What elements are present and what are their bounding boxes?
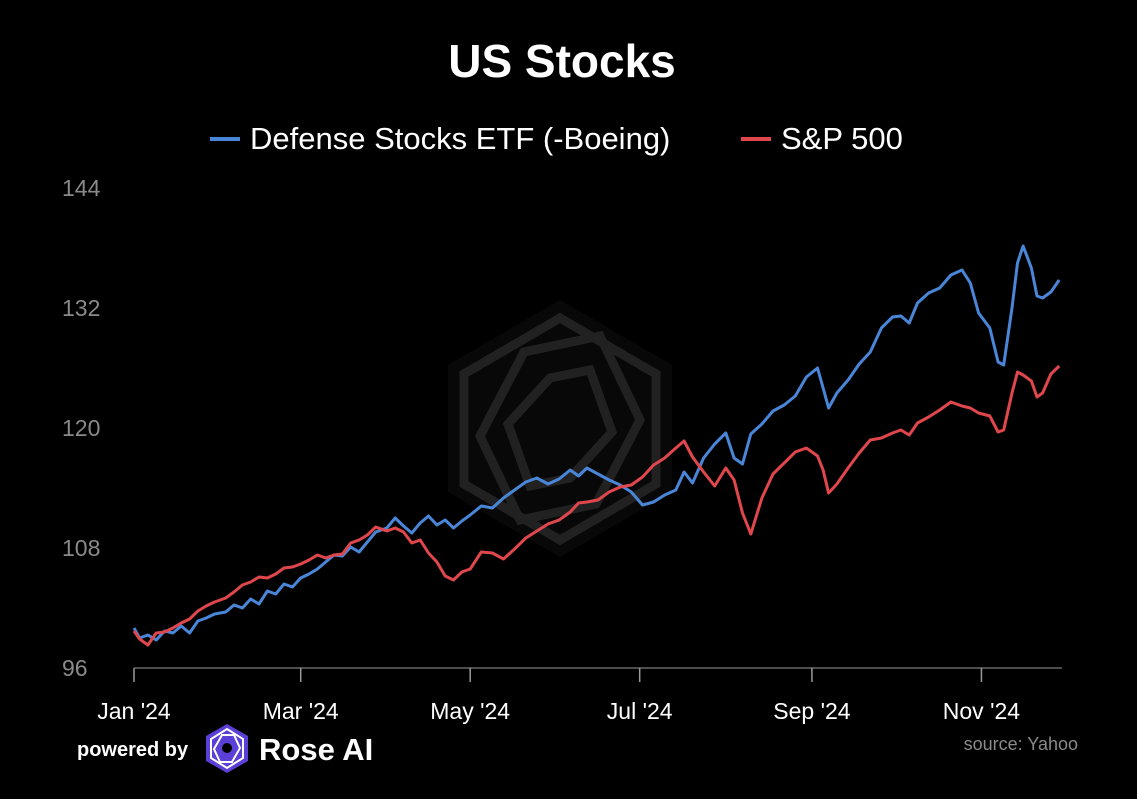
series-layer xyxy=(132,244,1061,647)
footer-branding: powered by Rose AI xyxy=(77,724,373,773)
powered-by-label: powered by xyxy=(77,739,189,761)
rose-ai-logo-icon xyxy=(206,724,248,773)
x-tick-label: Sep '24 xyxy=(773,698,850,724)
x-axis: Jan '24 Mar '24 May '24 Jul '24 Sep '24 Nov '… xyxy=(97,667,1062,724)
y-tick-label: 132 xyxy=(62,295,100,321)
watermark-logo-icon xyxy=(459,312,661,546)
x-tick-label: Mar '24 xyxy=(263,698,339,724)
y-axis: 96 108 120 132 144 xyxy=(62,175,101,681)
series-line-sp500 xyxy=(132,364,1061,647)
y-tick-label: 108 xyxy=(62,535,100,561)
x-tick-label: Jul '24 xyxy=(607,698,673,724)
legend-label-sp500: S&P 500 xyxy=(781,121,903,156)
series-line-defense xyxy=(132,244,1061,642)
chart-title: US Stocks xyxy=(448,35,676,87)
y-tick-label: 120 xyxy=(62,415,100,441)
y-tick-label: 144 xyxy=(62,175,101,201)
source-note: source: Yahoo xyxy=(964,734,1078,754)
legend-label-defense: Defense Stocks ETF (-Boeing) xyxy=(250,121,670,156)
x-tick-label: May '24 xyxy=(430,698,510,724)
x-tick-label: Nov '24 xyxy=(943,698,1020,724)
y-tick-label: 96 xyxy=(62,655,88,681)
x-tick-label: Jan '24 xyxy=(97,698,171,724)
legend: Defense Stocks ETF (-Boeing) S&P 500 xyxy=(210,121,903,156)
brand-name: Rose AI xyxy=(259,732,373,767)
